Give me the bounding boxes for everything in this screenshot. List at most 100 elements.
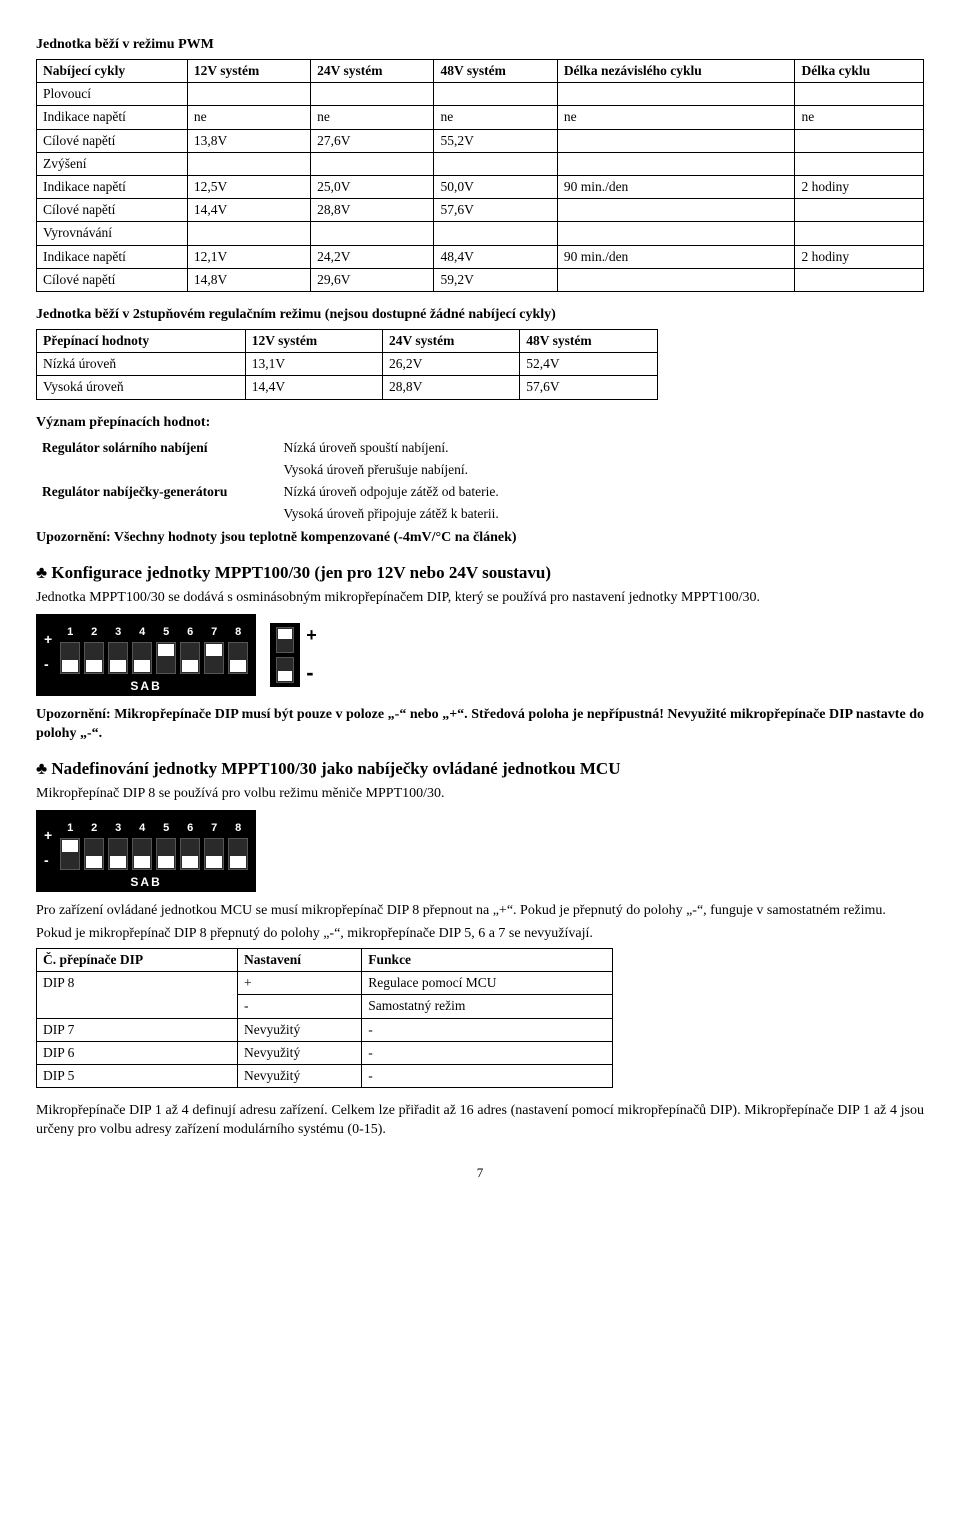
td: ne — [557, 106, 795, 129]
dip-knob — [206, 856, 222, 868]
table1-title: Jednotka běží v režimu PWM — [36, 36, 924, 55]
td: 50,0V — [434, 175, 557, 198]
dip-number: 6 — [187, 625, 193, 640]
dip-switch: 3 — [108, 625, 128, 674]
config-warning: Upozornění: Mikropřepínače DIP musí být … — [36, 706, 924, 744]
dip-slot — [156, 642, 176, 674]
td: DIP 8 — [37, 972, 238, 1018]
td — [434, 152, 557, 175]
td: ne — [795, 106, 924, 129]
td: 24,2V — [311, 245, 434, 268]
td — [311, 83, 434, 106]
table-row: Nabíjecí cykly 12V systém 24V systém 48V… — [37, 59, 924, 82]
sab-label: SAB — [44, 678, 248, 694]
td: - — [362, 1018, 613, 1041]
td: Vysoká úroveň — [37, 376, 246, 399]
table-row: DIP 6 Nevyužitý - — [37, 1041, 613, 1064]
td — [557, 268, 795, 291]
td: DIP 7 — [37, 1018, 238, 1041]
td: ne — [187, 106, 310, 129]
td — [795, 152, 924, 175]
td: Indikace napětí — [37, 175, 188, 198]
dip-illustration-2: +- 12345678 SAB — [36, 810, 924, 892]
td — [795, 268, 924, 291]
dip-switch: 7 — [204, 625, 224, 674]
td: DIP 6 — [37, 1041, 238, 1064]
dip-knob — [182, 660, 198, 672]
dip-number: 3 — [115, 625, 121, 640]
table-row: DIP 5 Nevyužitý - — [37, 1064, 613, 1087]
td — [795, 129, 924, 152]
td: 90 min./den — [557, 175, 795, 198]
td — [434, 83, 557, 106]
mcu-para2: Pro zařízení ovládané jednotkou MCU se m… — [36, 902, 924, 921]
table-dip: Č. přepínače DIP Nastavení Funkce DIP 8 … — [36, 948, 613, 1088]
table-row: Indikace napětínenenenene — [37, 106, 924, 129]
table-2step: Přepínací hodnoty 12V systém 24V systém … — [36, 329, 658, 400]
dip-switch: 4 — [132, 625, 152, 674]
th: Délka nezávislého cyklu — [557, 59, 795, 82]
td: Nevyužitý — [237, 1064, 361, 1087]
th: 24V systém — [311, 59, 434, 82]
th: Funkce — [362, 948, 613, 971]
dip-slot — [108, 642, 128, 674]
table-row: Nízká úroveň13,1V26,2V52,4V — [37, 353, 658, 376]
dip-slot — [180, 838, 200, 870]
th: 48V systém — [434, 59, 557, 82]
td: Nízká úroveň spouští nabíjení. — [278, 437, 747, 459]
td — [795, 222, 924, 245]
td: Zvýšení — [37, 152, 188, 175]
dip-slot — [84, 642, 104, 674]
td: 90 min./den — [557, 245, 795, 268]
dip-switch: 5 — [156, 821, 176, 870]
dip-number: 8 — [235, 821, 241, 836]
td: Vyrovnávání — [37, 222, 188, 245]
dip-switch: 2 — [84, 625, 104, 674]
dip-knob — [206, 644, 222, 656]
table-row: Zvýšení — [37, 152, 924, 175]
table-row: Cílové napětí13,8V27,6V55,2V — [37, 129, 924, 152]
td: 27,6V — [311, 129, 434, 152]
table-row: Indikace napětí12,5V25,0V50,0V90 min./de… — [37, 175, 924, 198]
td — [434, 222, 557, 245]
th: Nastavení — [237, 948, 361, 971]
legend-plus: + — [306, 623, 317, 647]
td: 29,6V — [311, 268, 434, 291]
minus-label: - — [44, 655, 52, 674]
table-row: Regulátor solárního nabíjeníNízká úroveň… — [36, 437, 746, 459]
td: Plovoucí — [37, 83, 188, 106]
minus-label: - — [44, 851, 52, 870]
dip-number: 4 — [139, 625, 145, 640]
table-row: Č. přepínače DIP Nastavení Funkce — [37, 948, 613, 971]
table-row: Vyrovnávání — [37, 222, 924, 245]
dip-knob — [62, 660, 78, 672]
td: 25,0V — [311, 175, 434, 198]
dip-knob — [134, 856, 150, 868]
th: 24V systém — [382, 329, 519, 352]
td: ne — [311, 106, 434, 129]
td: 28,8V — [311, 199, 434, 222]
td — [557, 129, 795, 152]
meanings-title: Význam přepínacích hodnot: — [36, 414, 924, 433]
table-pwm: Nabíjecí cykly 12V systém 24V systém 48V… — [36, 59, 924, 292]
td: 13,8V — [187, 129, 310, 152]
td: Nevyužitý — [237, 1041, 361, 1064]
config-title: ♣ Konfigurace jednotky MPPT100/30 (jen p… — [36, 562, 924, 585]
dip-switch: 1 — [60, 821, 80, 870]
dip-legend — [270, 623, 300, 687]
dip-number: 7 — [211, 821, 217, 836]
td: 2 hodiny — [795, 245, 924, 268]
dip-switch: 8 — [228, 821, 248, 870]
dip-slot — [132, 642, 152, 674]
td: Samostatný režim — [362, 995, 613, 1018]
dip-knob — [62, 840, 78, 852]
plus-label: + — [44, 826, 52, 845]
table-row: DIP 7 Nevyužitý - — [37, 1018, 613, 1041]
td: Vysoká úroveň přerušuje nabíjení. — [278, 459, 747, 481]
dip-slot — [60, 838, 80, 870]
dip-knob — [230, 660, 246, 672]
td: - — [362, 1064, 613, 1087]
dip-knob — [230, 856, 246, 868]
dip-number: 6 — [187, 821, 193, 836]
dip-switch: 3 — [108, 821, 128, 870]
